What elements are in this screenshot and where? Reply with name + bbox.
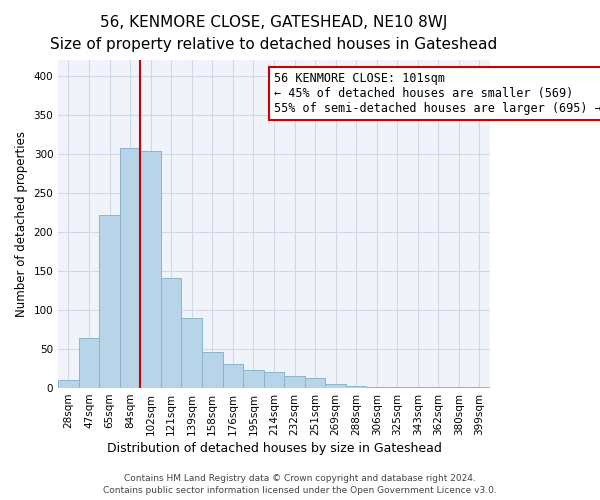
Bar bbox=[181, 318, 202, 388]
Bar bbox=[202, 352, 223, 388]
X-axis label: Distribution of detached houses by size in Gateshead: Distribution of detached houses by size … bbox=[107, 442, 442, 455]
Bar bbox=[305, 378, 325, 388]
Bar bbox=[367, 386, 387, 388]
Bar bbox=[58, 380, 79, 388]
Bar bbox=[325, 384, 346, 388]
Bar bbox=[263, 372, 284, 388]
Bar bbox=[284, 376, 305, 388]
Bar bbox=[99, 215, 120, 388]
Text: Contains HM Land Registry data © Crown copyright and database right 2024.
Contai: Contains HM Land Registry data © Crown c… bbox=[103, 474, 497, 495]
Bar bbox=[223, 364, 243, 388]
Bar bbox=[243, 370, 263, 388]
Bar bbox=[120, 148, 140, 388]
Bar bbox=[161, 278, 181, 388]
Text: 56 KENMORE CLOSE: 101sqm
← 45% of detached houses are smaller (569)
55% of semi-: 56 KENMORE CLOSE: 101sqm ← 45% of detach… bbox=[274, 72, 600, 115]
Bar bbox=[140, 151, 161, 388]
Bar bbox=[79, 338, 99, 388]
Bar bbox=[387, 386, 407, 388]
Title: 56, KENMORE CLOSE, GATESHEAD, NE10 8WJ
Size of property relative to detached hou: 56, KENMORE CLOSE, GATESHEAD, NE10 8WJ S… bbox=[50, 15, 497, 52]
Y-axis label: Number of detached properties: Number of detached properties bbox=[15, 131, 28, 317]
Bar bbox=[346, 386, 367, 388]
